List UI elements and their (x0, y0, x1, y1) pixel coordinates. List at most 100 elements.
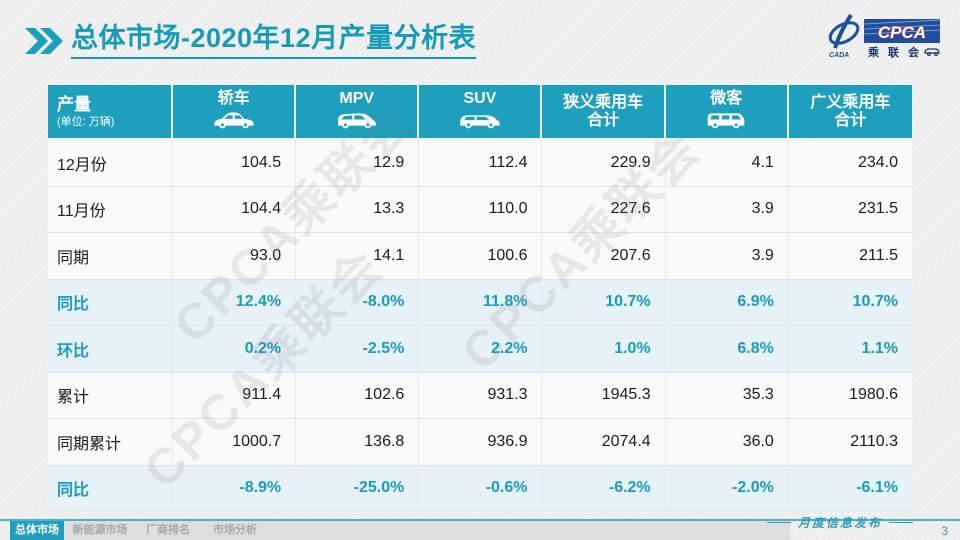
row-label: 同期累计 (48, 419, 173, 466)
logo-cada-text: CADA (829, 52, 849, 59)
table-cell: 2074.4 (542, 419, 666, 466)
table-cell: 229.9 (542, 140, 666, 187)
sedan-icon (212, 108, 256, 134)
column-header: 轿车 (173, 85, 297, 140)
table-cell: 1980.6 (788, 372, 912, 419)
column-header-unit: 产量 (单位: 万辆) (48, 85, 173, 140)
table-cell: 211.5 (788, 233, 912, 280)
title-text: 总体市场-2020年12月产量分析表 (71, 23, 477, 59)
table-cell: 1000.7 (173, 419, 297, 466)
title-part1: 总体市场 (71, 23, 181, 53)
table-cell: 911.4 (173, 372, 297, 419)
table-cell: -6.2% (542, 465, 666, 512)
double-chevron-icon (25, 28, 63, 55)
table-cell: -2.5% (296, 326, 420, 373)
table-cell: 93.0 (173, 233, 297, 280)
table-cell: 104.4 (173, 186, 297, 233)
title-part2: -2020年12月产量分析表 (181, 23, 477, 53)
table-cell: -25.0% (296, 465, 420, 512)
column-header: SUV (419, 85, 543, 140)
table-cell: -8.0% (296, 279, 420, 326)
footer-tabstrip (64, 521, 790, 540)
table-cell: -0.6% (419, 465, 543, 512)
row-label: 同期 (48, 233, 173, 280)
caption-dash-left (766, 522, 791, 523)
table-cell: 1945.3 (542, 372, 666, 419)
table-cell: 3.9 (665, 186, 789, 233)
table-cell: 1.0% (542, 326, 666, 373)
row-label: 环比 (48, 326, 173, 373)
row-label: 11月份 (48, 186, 173, 233)
table-cell: 10.7% (542, 279, 666, 326)
column-header-label: 轿车 (217, 89, 250, 107)
column-header: MPV (296, 85, 420, 140)
table-cell: 6.8% (665, 326, 789, 373)
table-cell: 931.3 (419, 372, 543, 419)
production-table: 产量 (单位: 万辆) 轿车 MPV SUV 狭义乘用车 合计 微客 广义乘用车 合计 12月份 10… (48, 85, 912, 512)
tab-新能源市场[interactable]: 新能源市场 (72, 524, 128, 536)
column-header-label2: 合计 (834, 111, 867, 129)
page-title: 总体市场-2020年12月产量分析表 (25, 23, 477, 59)
footer-tabs: 总体市场 新能源市场 厂商排名 市场分析 (0, 521, 960, 540)
table-cell: 112.4 (419, 140, 543, 187)
table-cell: 936.9 (419, 419, 543, 466)
table-cell: 11.8% (419, 279, 543, 326)
column-header-label: 广义乘用车 (810, 93, 891, 111)
microvan-icon (704, 108, 748, 134)
column-header: 狭义乘用车 合计 (542, 85, 666, 140)
table-cell: 36.0 (665, 419, 789, 466)
table-cell: 136.8 (296, 419, 420, 466)
table-cell: 6.9% (665, 279, 789, 326)
cpca-logo-icon: CADA CPCA 乘联会 (828, 13, 941, 59)
table-cell: 14.1 (296, 233, 420, 280)
table-cell: 1.1% (788, 326, 912, 373)
header-label: 产量 (57, 94, 91, 114)
row-label: 同比 (48, 465, 173, 512)
table-cell: 207.6 (542, 233, 666, 280)
table-cell: 12.9 (296, 140, 420, 187)
table-cell: 0.2% (173, 326, 297, 373)
table-cell: 2.2% (419, 326, 543, 373)
column-header-label: 微客 (710, 89, 743, 107)
table-cell: 231.5 (788, 186, 912, 233)
caption-text: 月度信息发布 (797, 516, 882, 530)
column-header: 广义乘用车 合计 (788, 85, 912, 140)
row-label: 累计 (48, 372, 173, 419)
table-cell: 12.4% (173, 279, 297, 326)
column-header-label: SUV (463, 89, 497, 107)
table-cell: 234.0 (788, 140, 912, 187)
logo-sub-text: 乘联会 (867, 45, 928, 59)
table-cell: 110.0 (419, 186, 543, 233)
column-header-label2: 合计 (587, 111, 620, 129)
table-cell: 100.6 (419, 233, 543, 280)
header-unit: (单位: 万辆) (57, 115, 115, 128)
tab-厂商排名[interactable]: 厂商排名 (146, 524, 190, 536)
caption-dash-right (889, 522, 913, 523)
mpv-icon (335, 108, 379, 134)
table-cell: 227.6 (542, 186, 666, 233)
cpca-logo: CADA CPCA 乘联会 (826, 12, 942, 65)
column-header-label: MPV (339, 89, 375, 107)
tab-市场分析[interactable]: 市场分析 (213, 524, 257, 536)
table-cell: -2.0% (665, 465, 789, 512)
logo-cpca-text: CPCA (878, 23, 926, 42)
table-cell: 3.9 (665, 233, 789, 280)
page-number: 3 (941, 524, 948, 538)
footer-accent-line (0, 519, 960, 521)
table-cell: 35.3 (665, 372, 789, 419)
tab-总体市场-active[interactable]: 总体市场 (10, 521, 64, 540)
table-cell: 10.7% (788, 279, 912, 326)
row-label: 12月份 (48, 140, 173, 187)
footer-caption: 月度信息发布 (760, 514, 920, 531)
table-cell: 104.5 (173, 140, 297, 187)
table-cell: -8.9% (173, 465, 297, 512)
table-cell: 13.3 (296, 186, 420, 233)
column-header: 微客 (665, 85, 789, 140)
suv-icon (457, 108, 503, 134)
table-cell: 2110.3 (788, 419, 912, 466)
column-header-label: 狭义乘用车 (563, 93, 644, 111)
table-cell: 4.1 (665, 140, 789, 187)
row-label: 同比 (48, 279, 173, 326)
table-cell: 102.6 (296, 372, 420, 419)
